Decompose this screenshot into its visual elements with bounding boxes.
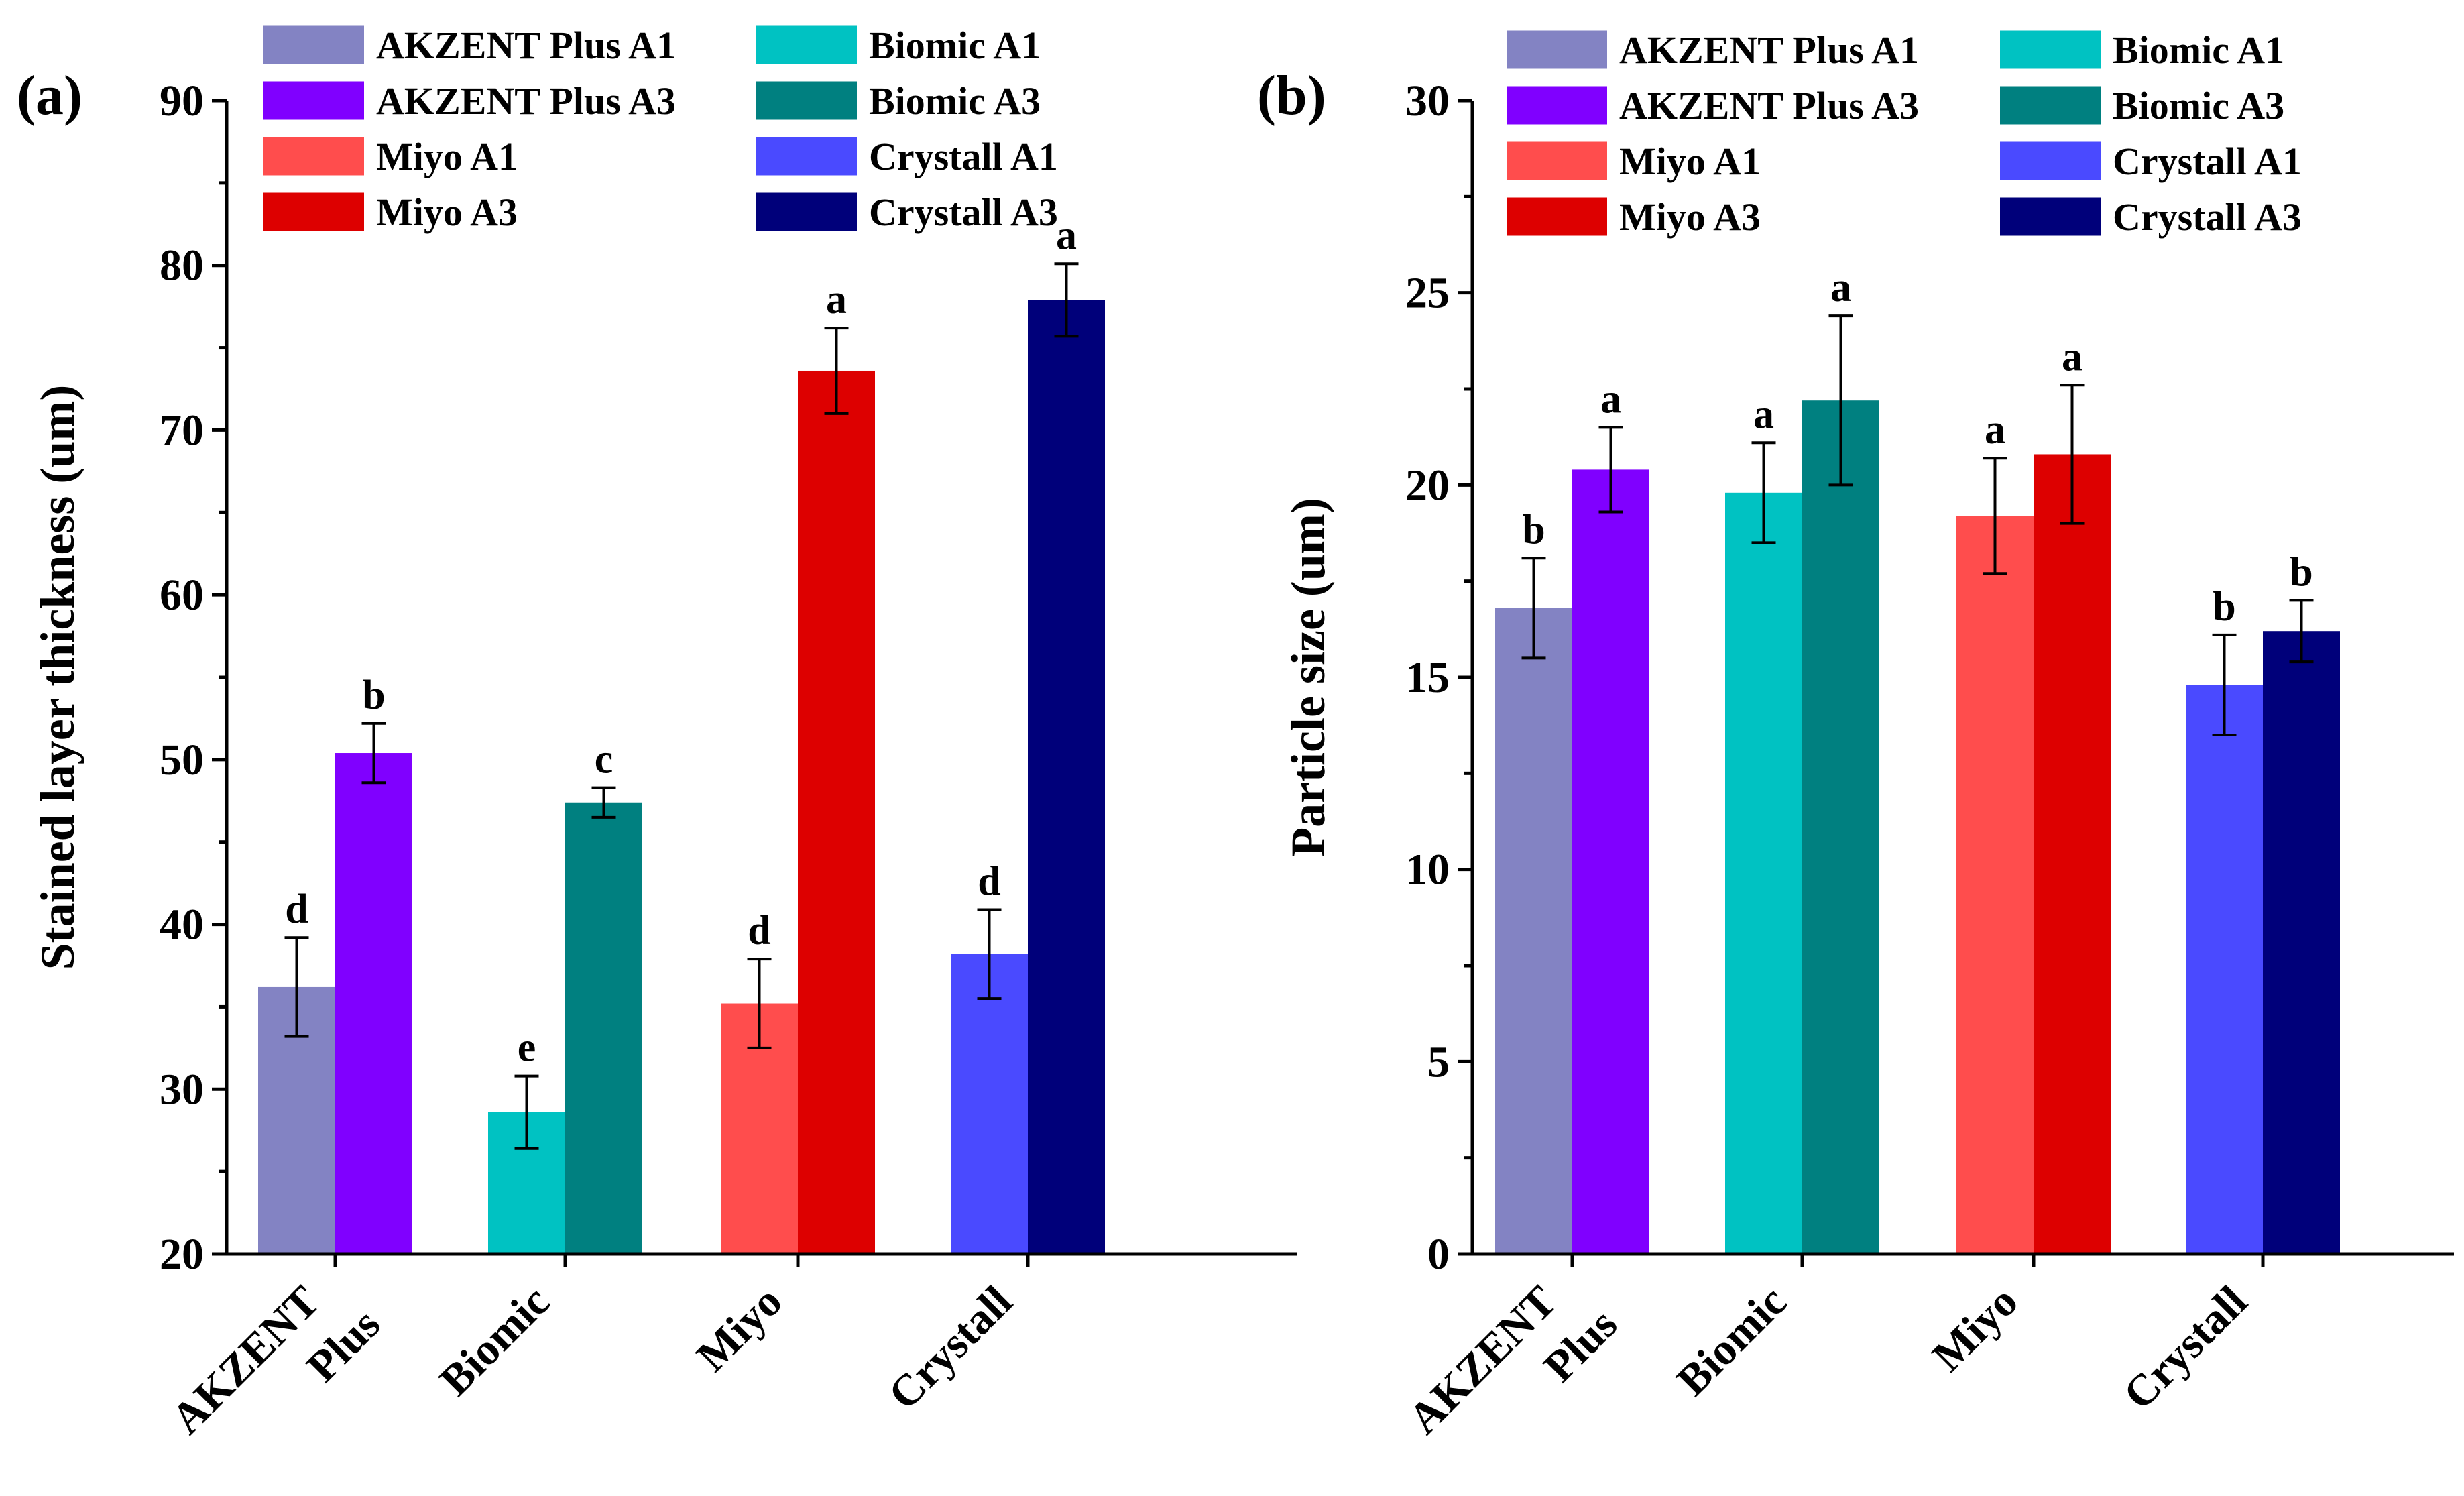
y-tick-label: 0 <box>1427 1230 1450 1279</box>
legend-label-biomic-a1: Biomic A1 <box>869 23 1041 67</box>
significance-label-miyo-a1: d <box>748 908 770 954</box>
significance-label-biomic-a3: a <box>1830 265 1851 310</box>
y-tick-label: 5 <box>1427 1037 1450 1086</box>
significance-label-biomic-a1: a <box>1753 392 1774 437</box>
significance-label-crystall-a1: d <box>978 858 1000 904</box>
legend-swatch-akzent-plus-a3 <box>263 81 364 120</box>
y-tick-label: 15 <box>1405 653 1450 702</box>
bar-biomic-a1 <box>1725 492 1802 1254</box>
legend-swatch-akzent-plus-a1 <box>1507 30 1607 69</box>
bar-miyo-a3 <box>798 370 875 1254</box>
legend-swatch-biomic-a1 <box>756 25 857 64</box>
legend-label-biomic-a1: Biomic A1 <box>2113 28 2284 72</box>
panel-label: (b) <box>1257 64 1326 127</box>
significance-label-biomic-a3: c <box>595 737 613 783</box>
legend-swatch-miyo-a3 <box>263 192 364 231</box>
significance-label-biomic-a1: e <box>518 1025 536 1071</box>
significance-label-crystall-a3: b <box>2290 549 2312 595</box>
significance-label-akzent-plus-a3: b <box>362 673 385 718</box>
legend-label-miyo-a1: Miyo A1 <box>376 135 518 178</box>
y-tick-label: 50 <box>160 736 204 785</box>
legend-swatch-miyo-a3 <box>1507 197 1607 236</box>
bar-biomic-a3 <box>1802 400 1879 1255</box>
significance-label-miyo-a1: a <box>1985 407 2005 453</box>
legend-label-akzent-plus-a3: AKZENT Plus A3 <box>376 79 676 123</box>
legend-swatch-miyo-a1 <box>263 137 364 176</box>
significance-label-crystall-a1: b <box>2213 584 2235 630</box>
significance-label-miyo-a3: a <box>2062 334 2082 380</box>
y-tick-label: 90 <box>160 76 204 125</box>
significance-label-miyo-a3: a <box>826 277 847 323</box>
bar-akzent-plus-a3 <box>1572 469 1649 1254</box>
bar-crystall-a3 <box>2263 631 2340 1254</box>
legend-label-miyo-a3: Miyo A3 <box>1619 195 1761 239</box>
legend-swatch-akzent-plus-a1 <box>263 25 364 64</box>
legend-label-akzent-plus-a3: AKZENT Plus A3 <box>1619 84 1919 127</box>
y-tick-label: 70 <box>160 406 204 455</box>
bar-akzent-plus-a1 <box>1495 608 1572 1254</box>
legend-swatch-miyo-a1 <box>1507 141 1607 180</box>
bar-miyo-a1 <box>1956 516 2034 1255</box>
legend-swatch-crystall-a3 <box>756 192 857 231</box>
bar-crystall-a3 <box>1028 300 1105 1254</box>
bar-akzent-plus-a3 <box>335 753 412 1254</box>
legend-label-biomic-a3: Biomic A3 <box>2113 84 2284 127</box>
legend-label-akzent-plus-a1: AKZENT Plus A1 <box>376 23 676 67</box>
legend-swatch-biomic-a1 <box>2000 30 2101 69</box>
y-tick-label: 80 <box>160 241 204 290</box>
legend-swatch-akzent-plus-a3 <box>1507 86 1607 125</box>
legend-swatch-biomic-a3 <box>2000 86 2101 125</box>
legend-label-crystall-a3: Crystall A3 <box>869 190 1058 234</box>
y-tick-label: 40 <box>160 901 204 950</box>
bar-crystall-a1 <box>2186 685 2263 1254</box>
bar-biomic-a3 <box>565 802 642 1254</box>
y-axis-title: Particle size (um) <box>1281 498 1335 857</box>
y-axis-title: Stained layer thickness (um) <box>31 385 84 970</box>
y-tick-label: 10 <box>1405 846 1450 895</box>
y-tick-label: 20 <box>1405 461 1450 510</box>
significance-label-crystall-a3: a <box>1056 213 1077 258</box>
bar-crystall-a1 <box>951 954 1028 1254</box>
legend-label-biomic-a3: Biomic A3 <box>869 79 1041 123</box>
legend-swatch-crystall-a3 <box>2000 197 2101 236</box>
legend-swatch-biomic-a3 <box>756 81 857 120</box>
y-tick-label: 30 <box>1405 76 1450 125</box>
panel-label: (a) <box>17 64 82 127</box>
y-tick-label: 20 <box>160 1230 204 1279</box>
legend-label-akzent-plus-a1: AKZENT Plus A1 <box>1619 28 1919 72</box>
legend-label-crystall-a3: Crystall A3 <box>2113 195 2302 239</box>
legend-label-miyo-a3: Miyo A3 <box>376 190 518 234</box>
y-tick-label: 60 <box>160 571 204 620</box>
y-tick-label: 25 <box>1405 269 1450 318</box>
legend-label-crystall-a1: Crystall A1 <box>869 135 1058 178</box>
significance-label-akzent-plus-a3: a <box>1600 376 1621 422</box>
y-tick-label: 30 <box>160 1065 204 1114</box>
legend-label-miyo-a1: Miyo A1 <box>1619 139 1761 183</box>
legend-label-crystall-a1: Crystall A1 <box>2113 139 2302 183</box>
bar-miyo-a3 <box>2034 454 2111 1254</box>
significance-label-akzent-plus-a1: b <box>1522 507 1545 553</box>
legend-swatch-crystall-a1 <box>756 137 857 176</box>
legend-swatch-crystall-a1 <box>2000 141 2101 180</box>
significance-label-akzent-plus-a1: d <box>285 886 308 932</box>
